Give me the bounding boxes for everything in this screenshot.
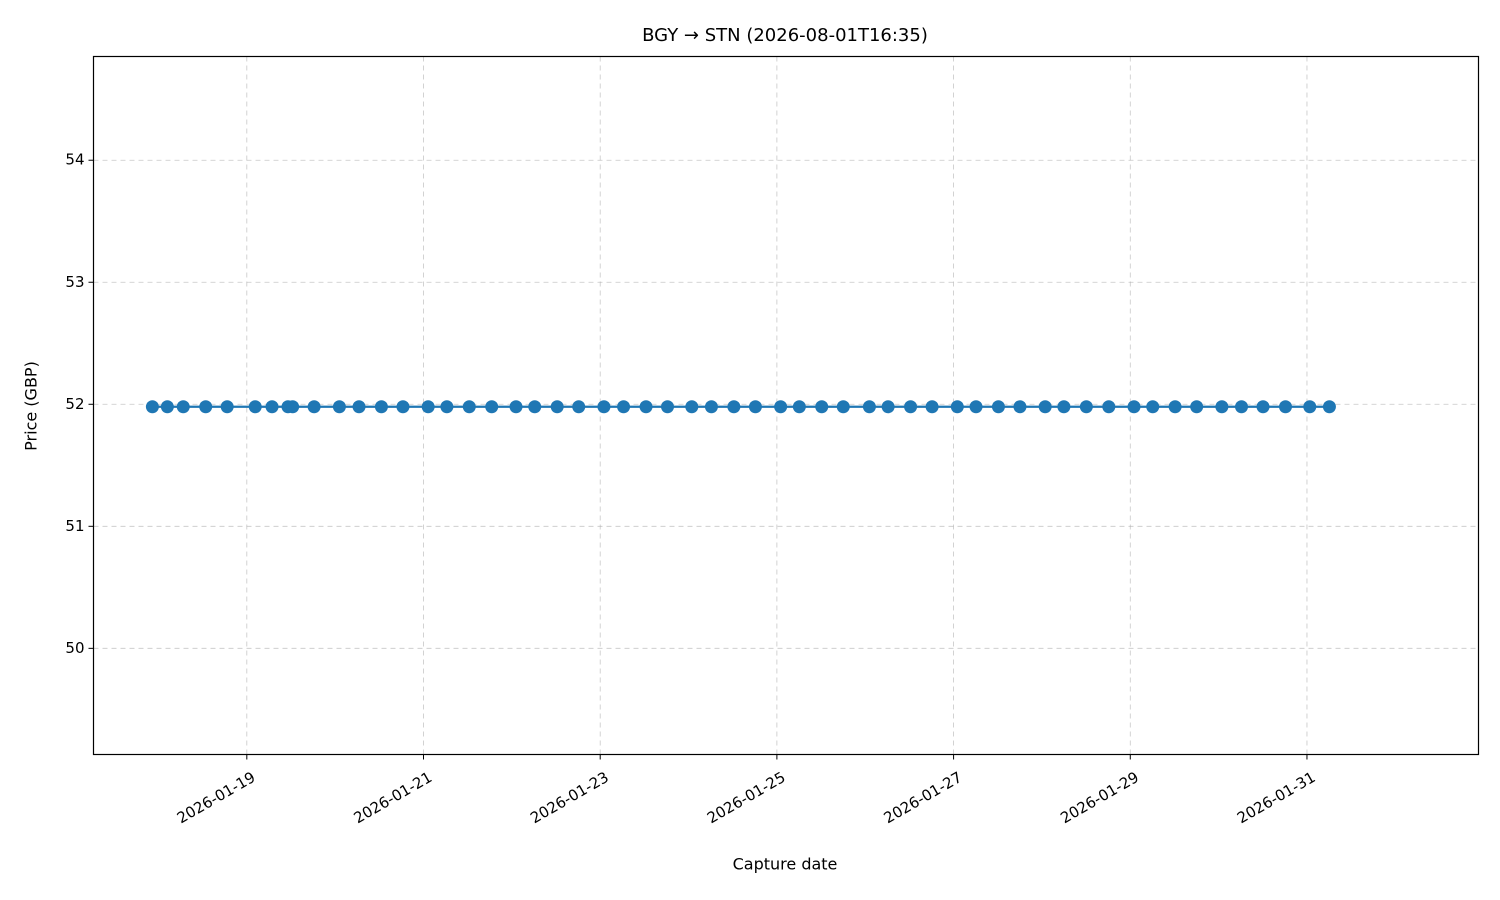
data-point	[1235, 400, 1249, 414]
data-point	[748, 400, 762, 414]
y-tick-label: 51	[65, 517, 84, 535]
data-point	[925, 400, 939, 414]
data-point	[528, 400, 542, 414]
data-point	[597, 400, 611, 414]
data-point	[160, 400, 174, 414]
x-tick-label: 2026-01-29	[1057, 768, 1142, 827]
data-point	[1168, 400, 1182, 414]
data-point	[307, 400, 321, 414]
data-point	[462, 400, 476, 414]
data-point	[904, 400, 918, 414]
data-point	[1190, 400, 1204, 414]
data-point	[1256, 400, 1270, 414]
data-point	[774, 400, 788, 414]
data-point	[248, 400, 262, 414]
data-point	[1215, 400, 1229, 414]
data-point	[485, 400, 499, 414]
data-point	[374, 400, 388, 414]
data-point	[550, 400, 564, 414]
data-point	[1057, 400, 1071, 414]
data-point	[220, 400, 234, 414]
data-point	[991, 400, 1005, 414]
data-point	[1102, 400, 1116, 414]
data-point	[265, 400, 279, 414]
data-point	[792, 400, 806, 414]
data-point	[1127, 400, 1141, 414]
data-point	[1278, 400, 1292, 414]
chart-title: BGY → STN (2026-08-01T16:35)	[642, 25, 928, 46]
data-point	[572, 400, 586, 414]
data-point	[352, 400, 366, 414]
data-point	[685, 400, 699, 414]
data-point	[421, 400, 435, 414]
data-point	[1303, 400, 1317, 414]
data-point	[176, 400, 190, 414]
data-point	[639, 400, 653, 414]
data-point	[286, 400, 300, 414]
x-tick-label: 2026-01-25	[704, 768, 789, 827]
data-point	[617, 400, 631, 414]
data-point	[1013, 400, 1027, 414]
x-tick-label: 2026-01-31	[1234, 768, 1319, 827]
data-point	[1079, 400, 1093, 414]
data-point	[950, 400, 964, 414]
data-point	[509, 400, 523, 414]
x-axis-label: Capture date	[733, 855, 838, 874]
data-point	[815, 400, 829, 414]
y-tick-label: 54	[65, 151, 84, 169]
data-point	[661, 400, 675, 414]
data-point	[704, 400, 718, 414]
y-axis-label: Price (GBP)	[22, 361, 41, 451]
data-point	[332, 400, 346, 414]
data-point	[145, 400, 159, 414]
y-tick-label: 52	[65, 395, 84, 413]
plot-area: 50 51 52 53 54 2026-01-19 2026-01-21 2026-01-23…	[65, 56, 1479, 827]
y-tick-label: 53	[65, 273, 84, 291]
y-tick-label: 50	[65, 639, 84, 657]
data-point	[969, 400, 983, 414]
data-point	[862, 400, 876, 414]
data-point	[727, 400, 741, 414]
data-point	[440, 400, 454, 414]
x-tick-label: 2026-01-21	[351, 768, 436, 827]
x-tick-label: 2026-01-27	[881, 768, 966, 827]
axes-frame	[92, 55, 1480, 756]
data-point	[836, 400, 850, 414]
x-tick-label: 2026-01-23	[527, 768, 612, 827]
data-point	[396, 400, 410, 414]
data-point	[199, 400, 213, 414]
data-point	[881, 400, 895, 414]
data-point	[1038, 400, 1052, 414]
x-tick-label: 2026-01-19	[174, 768, 259, 827]
data-point	[1322, 400, 1336, 414]
data-point	[1146, 400, 1160, 414]
